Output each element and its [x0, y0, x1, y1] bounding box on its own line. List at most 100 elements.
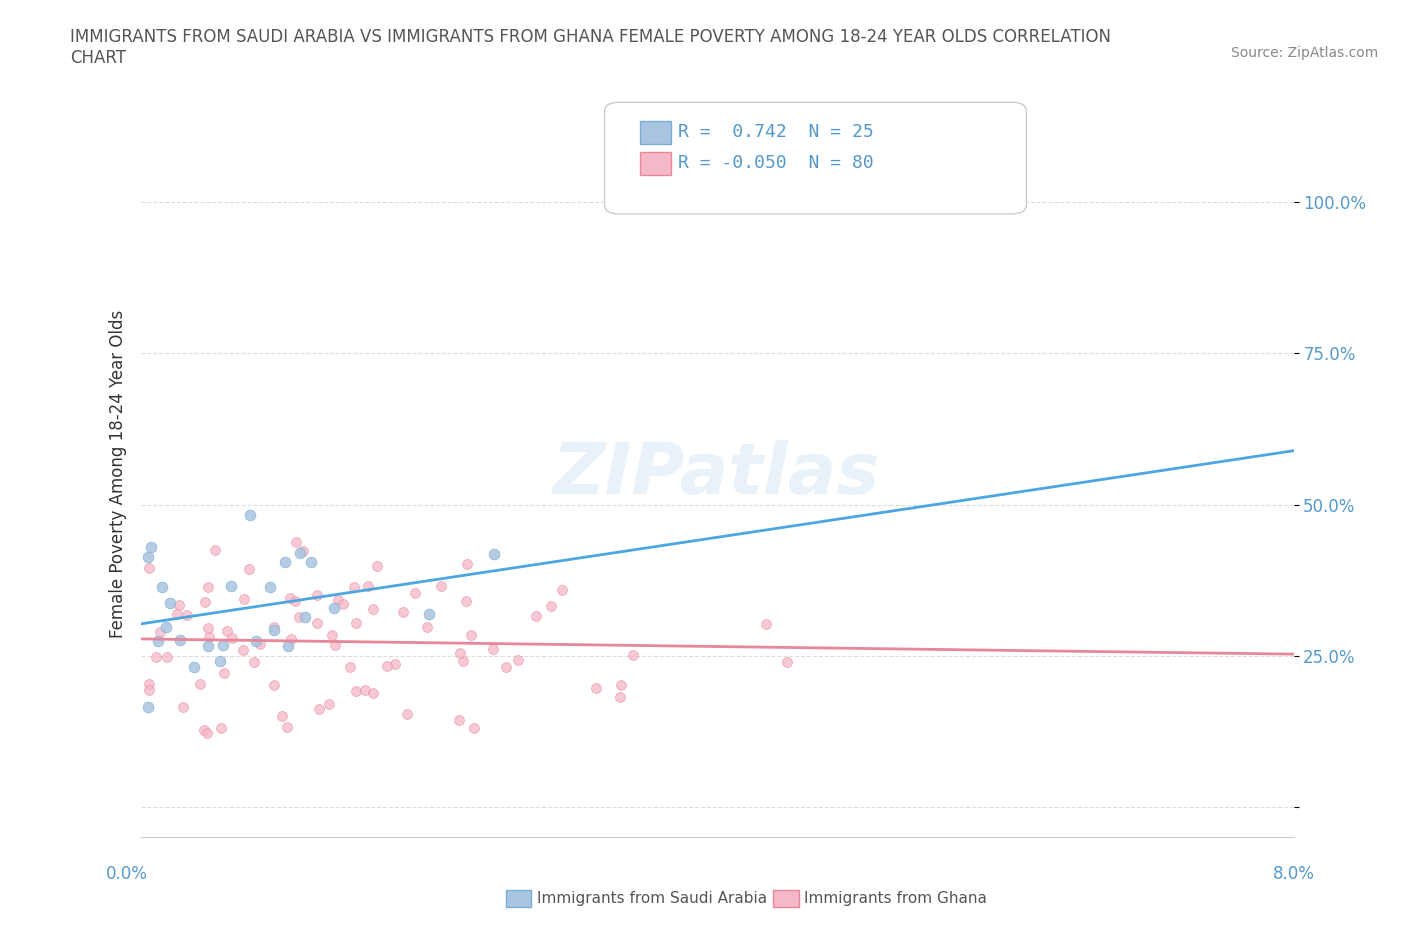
Point	[363, 685, 385, 700]
Point	[167, 598, 190, 613]
Point	[551, 582, 574, 597]
Point	[138, 683, 160, 698]
Point	[271, 708, 294, 723]
Point	[136, 550, 159, 565]
Point	[294, 609, 316, 624]
Point	[193, 723, 215, 737]
Point	[219, 578, 242, 593]
Point	[323, 638, 346, 653]
Point	[274, 554, 297, 569]
Point	[495, 659, 517, 674]
Point	[305, 616, 328, 631]
Point	[482, 547, 505, 562]
Point	[209, 654, 232, 669]
Point	[172, 699, 194, 714]
Point	[321, 628, 343, 643]
Point	[460, 628, 482, 643]
Point	[344, 616, 367, 631]
Point	[149, 625, 172, 640]
Point	[166, 606, 188, 621]
Point	[291, 544, 314, 559]
Point	[145, 649, 167, 664]
Point	[280, 631, 302, 646]
Point	[232, 643, 254, 658]
Point	[392, 604, 415, 619]
Point	[276, 720, 298, 735]
Point	[263, 678, 285, 693]
Point	[169, 632, 191, 647]
Point	[284, 594, 307, 609]
Point	[344, 684, 367, 698]
Point	[366, 559, 388, 574]
Point	[197, 639, 219, 654]
Point	[285, 535, 308, 550]
Point	[195, 725, 218, 740]
Point	[453, 654, 475, 669]
Point	[138, 560, 160, 575]
Point	[332, 596, 354, 611]
Point	[259, 579, 281, 594]
Point	[136, 700, 159, 715]
Point	[456, 556, 478, 571]
Point	[454, 593, 477, 608]
Point	[326, 592, 349, 607]
Y-axis label: Female Poverty Among 18-24 Year Olds: Female Poverty Among 18-24 Year Olds	[108, 311, 127, 638]
Point	[238, 562, 260, 577]
Point	[395, 707, 418, 722]
Point	[299, 555, 322, 570]
Text: ZIPatlas: ZIPatlas	[554, 440, 880, 509]
Point	[232, 591, 254, 606]
Point	[263, 622, 285, 637]
Point	[138, 677, 160, 692]
Text: Source: ZipAtlas.com: Source: ZipAtlas.com	[1230, 46, 1378, 60]
Point	[776, 655, 799, 670]
Point	[215, 623, 238, 638]
Point	[482, 642, 505, 657]
Point	[155, 619, 177, 634]
Point	[449, 645, 471, 660]
Point	[263, 619, 285, 634]
Point	[278, 591, 301, 605]
Point	[198, 629, 221, 644]
Point	[305, 587, 328, 602]
Point	[463, 721, 485, 736]
Point	[343, 580, 366, 595]
Text: IMMIGRANTS FROM SAUDI ARABIA VS IMMIGRANTS FROM GHANA FEMALE POVERTY AMONG 18-24: IMMIGRANTS FROM SAUDI ARABIA VS IMMIGRAN…	[70, 28, 1111, 67]
Point	[221, 631, 243, 645]
Text: Immigrants from Ghana: Immigrants from Ghana	[804, 891, 987, 906]
Point	[384, 657, 406, 671]
Point	[183, 659, 205, 674]
Point	[623, 647, 645, 662]
Point	[354, 683, 377, 698]
Point	[357, 578, 380, 593]
Point	[418, 606, 440, 621]
Point	[375, 658, 398, 673]
Point	[308, 702, 330, 717]
Point	[609, 690, 631, 705]
Point	[322, 601, 344, 616]
Text: 8.0%: 8.0%	[1272, 865, 1315, 883]
Point	[318, 697, 340, 711]
Point	[361, 602, 384, 617]
Point	[150, 580, 173, 595]
Point	[239, 508, 262, 523]
Point	[508, 653, 530, 668]
Point	[524, 608, 547, 623]
Point	[212, 666, 235, 681]
Point	[243, 654, 266, 669]
Text: Immigrants from Saudi Arabia: Immigrants from Saudi Arabia	[537, 891, 768, 906]
Point	[249, 637, 271, 652]
Text: R = -0.050  N = 80: R = -0.050 N = 80	[678, 153, 873, 172]
Point	[416, 619, 439, 634]
Point	[194, 594, 217, 609]
Point	[585, 681, 607, 696]
Point	[245, 633, 267, 648]
Point	[610, 677, 633, 692]
Point	[404, 586, 426, 601]
Point	[188, 676, 211, 691]
Point	[277, 638, 299, 653]
Point	[540, 599, 562, 614]
Point	[209, 721, 232, 736]
Text: 0.0%: 0.0%	[105, 865, 148, 883]
Point	[141, 539, 163, 554]
